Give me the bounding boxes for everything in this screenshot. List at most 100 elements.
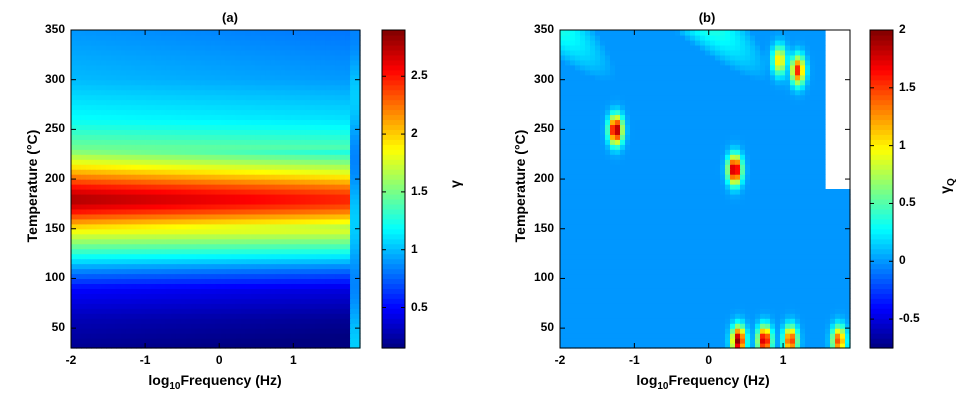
heatmap-cell xyxy=(330,308,336,314)
heatmap-cell xyxy=(635,258,641,265)
heatmap-cell xyxy=(190,49,197,56)
heatmap-cell xyxy=(295,243,301,250)
heatmap-cell xyxy=(805,253,811,260)
heatmap-cell xyxy=(190,59,197,66)
heatmap-cell xyxy=(95,243,102,250)
heatmap-cell xyxy=(90,243,97,250)
heatmap-cell xyxy=(715,288,721,294)
heatmap-cell xyxy=(315,273,321,280)
heatmap-cell xyxy=(120,253,127,260)
heatmap-cell xyxy=(275,174,281,180)
heatmap-cell xyxy=(250,169,256,175)
heatmap-cell xyxy=(680,308,686,314)
heatmap-cell xyxy=(330,283,336,289)
heatmap-cell xyxy=(800,308,806,314)
heatmap-cell xyxy=(295,193,301,200)
heatmap-cell xyxy=(115,213,122,220)
heatmap-cell xyxy=(645,248,651,255)
heatmap-cell xyxy=(255,99,261,106)
heatmap-cell xyxy=(175,293,182,299)
heatmap-cell xyxy=(135,218,142,225)
heatmap-cell xyxy=(85,74,92,81)
heatmap-cell xyxy=(275,298,281,304)
heatmap-cell xyxy=(830,253,836,260)
heatmap-cell xyxy=(295,164,301,170)
heatmap-cell xyxy=(295,303,301,309)
heatmap-cell xyxy=(685,303,691,309)
heatmap-cell xyxy=(285,169,291,175)
heatmap-cell xyxy=(140,49,147,56)
heatmap-cell xyxy=(130,30,137,36)
heatmap-cell xyxy=(815,248,821,255)
heatmap-cell xyxy=(325,278,331,285)
heatmap-cell xyxy=(270,169,276,175)
heatmap-cell xyxy=(285,84,291,91)
heatmap-cell xyxy=(165,228,172,235)
heatmap-cell xyxy=(840,258,846,265)
heatmap-cell xyxy=(245,149,251,155)
heatmap-cell xyxy=(335,30,341,36)
heatmap-cell xyxy=(105,34,112,41)
heatmap-cell xyxy=(780,263,786,270)
heatmap-cell xyxy=(290,203,296,210)
heatmap-cell xyxy=(95,293,102,299)
heatmap-cell xyxy=(210,144,217,150)
heatmap-cell xyxy=(845,318,851,324)
heatmap-cell xyxy=(655,333,661,339)
heatmap-cell xyxy=(100,34,107,41)
heatmap-cell xyxy=(340,258,346,265)
heatmap-cell xyxy=(105,233,112,240)
heatmap-cell xyxy=(205,79,212,86)
heatmap-cell xyxy=(750,293,756,299)
heatmap-cell xyxy=(630,273,636,280)
heatmap-cell xyxy=(240,49,246,56)
heatmap-cell xyxy=(225,328,232,334)
heatmap-cell xyxy=(355,114,361,121)
heatmap-cell xyxy=(255,223,261,230)
heatmap-cell xyxy=(285,243,291,250)
heatmap-cell xyxy=(315,308,321,314)
heatmap-cell xyxy=(230,119,237,126)
heatmap-cell xyxy=(300,323,306,329)
heatmap-cell xyxy=(205,84,212,91)
heatmap-cell xyxy=(255,129,261,135)
heatmap-cell xyxy=(200,263,207,270)
heatmap-cell xyxy=(640,288,646,294)
heatmap-cell xyxy=(155,169,162,175)
heatmap-cell xyxy=(615,273,621,280)
heatmap-cell xyxy=(230,218,237,225)
heatmap-cell xyxy=(265,164,271,170)
heatmap-cell xyxy=(665,303,671,309)
heatmap-cell xyxy=(160,84,167,91)
heatmap-cell xyxy=(115,218,122,225)
heatmap-cell xyxy=(305,233,311,240)
heatmap-cell xyxy=(125,39,132,46)
heatmap-cell xyxy=(135,338,142,344)
heatmap-cell xyxy=(160,34,167,41)
heatmap-cell xyxy=(295,54,301,61)
heatmap-cell xyxy=(180,94,187,101)
heatmap-cell xyxy=(225,258,232,265)
heatmap-cell xyxy=(275,308,281,314)
heatmap-cell xyxy=(625,313,631,319)
heatmap-cell xyxy=(715,318,721,324)
heatmap-cell xyxy=(175,64,182,71)
heatmap-cell xyxy=(190,233,197,240)
heatmap-cell xyxy=(820,278,826,285)
heatmap-cell xyxy=(280,213,286,220)
heatmap-cell xyxy=(660,248,666,255)
heatmap-cell xyxy=(320,293,326,299)
heatmap-cell xyxy=(80,119,87,126)
heatmap-cell xyxy=(745,283,751,289)
heatmap-cell xyxy=(625,278,631,285)
heatmap-cell xyxy=(150,154,157,160)
heatmap-cell xyxy=(815,298,821,304)
heatmap-cell xyxy=(730,318,736,324)
heatmap-cell xyxy=(125,293,132,299)
heatmap-cell xyxy=(325,273,331,280)
heatmap-cell xyxy=(100,124,107,130)
heatmap-cell xyxy=(315,203,321,210)
heatmap-cell xyxy=(725,308,731,314)
heatmap-cell xyxy=(285,144,291,150)
heatmap-cell xyxy=(845,288,851,294)
